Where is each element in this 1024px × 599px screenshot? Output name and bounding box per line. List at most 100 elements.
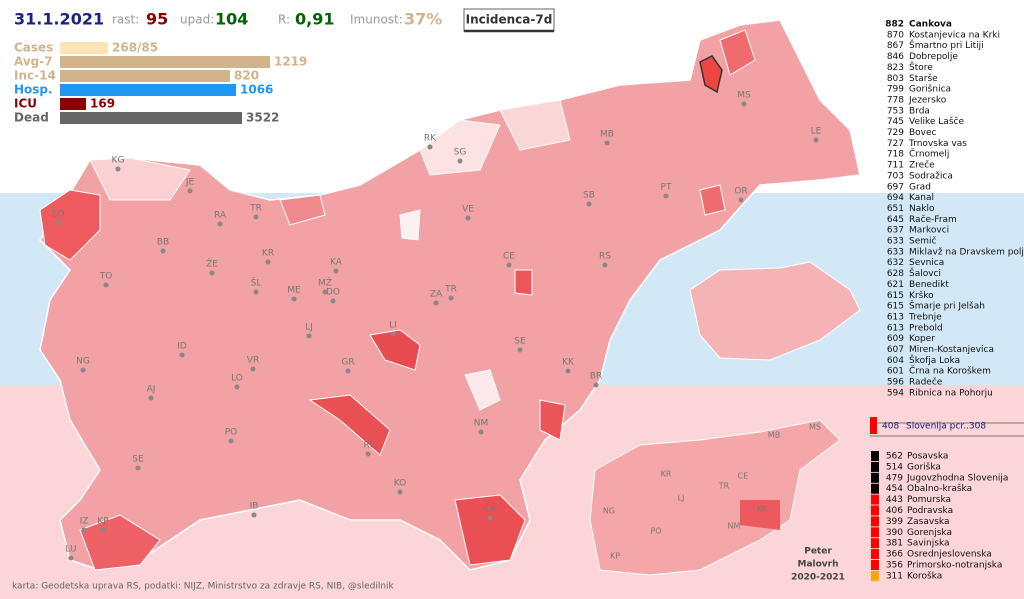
rank-name: Cankova (909, 20, 952, 30)
rank-name: Zreče (909, 160, 935, 171)
city-dot (738, 197, 744, 203)
city-dot (115, 166, 121, 172)
region-name: Koroška (907, 570, 942, 581)
map-label: TO (99, 272, 113, 282)
rank-value: 778 (887, 95, 904, 105)
rank-name: Miklavž na Dravskem polju (909, 247, 1024, 257)
rank-name: Naklo (909, 204, 935, 214)
inset-label: NG (603, 507, 615, 516)
map-label: RA (214, 211, 227, 221)
city-dot (345, 368, 351, 374)
stat-bar (60, 70, 230, 82)
inset-label: MB (768, 431, 780, 440)
rank-value: 694 (887, 193, 904, 203)
region-swatch (871, 570, 879, 581)
rank-name: Grad (909, 182, 931, 192)
region-value: 562 (886, 452, 903, 462)
stat-bar (60, 112, 242, 124)
stat-value: 169 (90, 97, 115, 111)
map-label: KA (330, 258, 343, 268)
city-dot (68, 555, 74, 561)
rank-name: Starše (909, 73, 938, 84)
city-dot (448, 295, 454, 301)
rank-value: 604 (887, 356, 904, 366)
region-swatch (871, 505, 879, 516)
rank-value: 594 (887, 388, 904, 398)
city-dot (506, 262, 512, 268)
region-name: Osrednjeslovenska (907, 550, 992, 560)
button-label[interactable]: Incidenca-7d (466, 13, 553, 27)
region-swatch (871, 527, 879, 538)
slovenia-label: Slovenija pcr..308 (906, 422, 986, 432)
map-label: CE (503, 252, 515, 262)
city-dot (217, 221, 223, 227)
stat-value: 268/85 (112, 41, 158, 55)
city-dot (741, 101, 747, 107)
region-value: 406 (886, 506, 903, 516)
map-label: ŽE (206, 258, 218, 270)
map-label: MŽ (318, 277, 332, 289)
region-name: Podravska (907, 506, 953, 516)
rank-name: Kanal (909, 193, 934, 203)
rank-value: 799 (887, 85, 904, 95)
swatch (870, 417, 877, 434)
map-label: MB (600, 130, 614, 140)
city-dot (427, 144, 433, 150)
inset-regions (589, 419, 841, 576)
map-label: PO (225, 428, 238, 438)
rank-value: 637 (887, 226, 904, 236)
map-label: IZ (80, 517, 89, 527)
rank-value: 628 (887, 269, 904, 279)
region-value: 356 (886, 561, 903, 571)
stat-bar (60, 98, 86, 110)
stat-bar (60, 56, 270, 68)
rank-value: 753 (887, 106, 904, 116)
rank-name: Markovci (909, 226, 949, 236)
map-label: LI (389, 321, 397, 331)
slovenia-value: 408 (882, 422, 899, 432)
rank-value: 615 (887, 291, 904, 301)
map-label: LU (65, 545, 76, 555)
inset-label: LJ (678, 494, 685, 503)
inset-slovenia (689, 261, 861, 361)
map-label: ŠL (251, 277, 262, 289)
city-dot (291, 296, 297, 302)
map-label: BR (590, 372, 602, 382)
rank-value: 867 (887, 41, 904, 51)
region-swatch (871, 494, 879, 505)
inset-patch (740, 500, 780, 530)
stat-label: Inc-14 (14, 69, 56, 83)
rank-name: Benedikt (909, 280, 949, 290)
map-label: KR (262, 249, 274, 259)
rank-name: Trebnje (908, 312, 942, 322)
stat-value: 1066 (240, 83, 273, 97)
inset-label: KP (610, 552, 620, 561)
map-label: LO (231, 374, 243, 384)
map-label: ZA (430, 290, 443, 300)
city-dot (209, 270, 215, 276)
rank-name: Brda (909, 106, 930, 116)
rank-value: 745 (887, 117, 904, 127)
city-dot (103, 282, 109, 288)
rank-name: Ribnica na Pohorju (909, 388, 993, 398)
map-label: LE (811, 127, 822, 137)
region-name: Gorenjska (907, 528, 952, 538)
region-swatch (871, 516, 879, 527)
rank-name: Koper (909, 334, 935, 344)
city-dot (100, 527, 106, 533)
map-label: SB (583, 191, 595, 201)
map-label: KP (97, 517, 109, 527)
inset-label: KR (661, 470, 672, 479)
city-dot (187, 188, 193, 194)
map-label: JE (185, 178, 195, 188)
region-value: 390 (886, 528, 903, 538)
map-label: TR (444, 285, 457, 295)
map-label: NM (474, 419, 489, 429)
rank-name: Škofja Loka (909, 354, 960, 366)
region-swatch (871, 538, 879, 549)
rank-value: 615 (887, 302, 904, 312)
inset-label: MS (809, 423, 821, 432)
rank-name: Sevnica (909, 258, 944, 268)
city-dot (487, 515, 493, 521)
label: upad: (180, 13, 214, 27)
